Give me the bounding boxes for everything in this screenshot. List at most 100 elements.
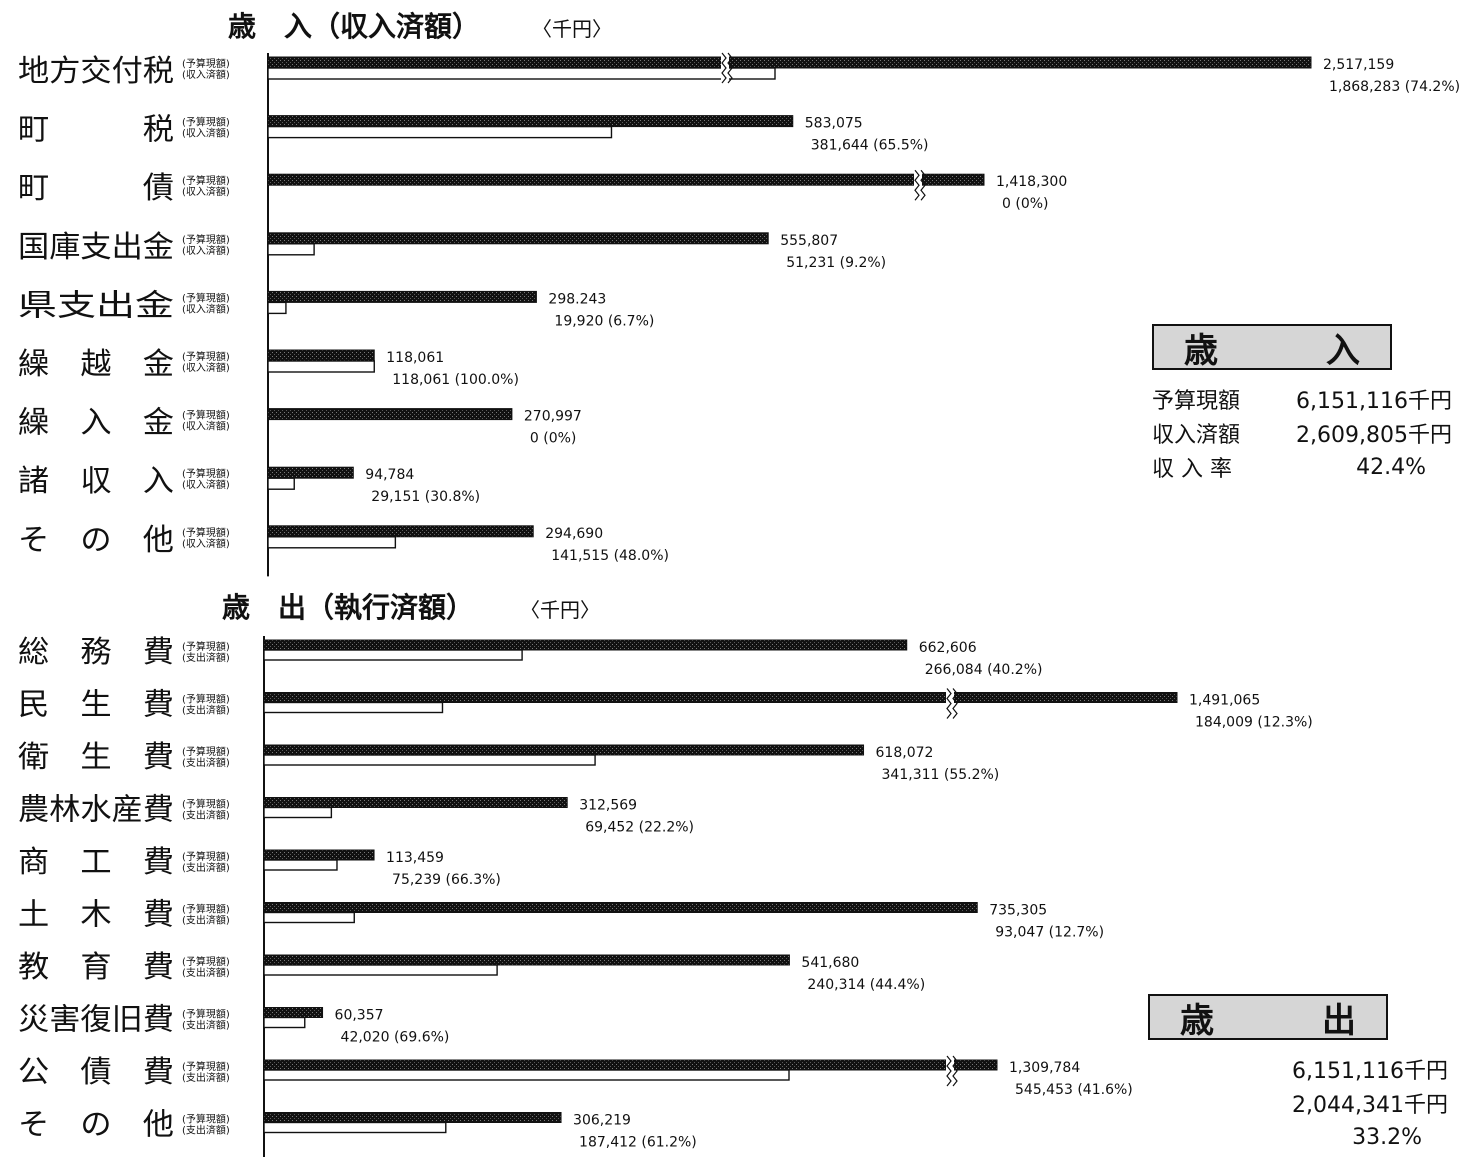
expenditure-category-label: 公 債 費	[18, 1055, 174, 1090]
expenditure-series-label-actual: (支出済額)	[182, 704, 230, 717]
revenue-category-label: 町 債	[18, 171, 174, 206]
expenditure-stat-row: 33.2%	[1148, 1120, 1448, 1154]
revenue-series-label-budget: (予算現額)	[182, 57, 230, 70]
expenditure-actual-value-label: 187,412 (61.2%)	[579, 1135, 697, 1151]
expenditure-actual-value-label: 266,084 (40.2%)	[925, 662, 1043, 678]
revenue-actual-bar	[267, 477, 295, 490]
revenue-summary-stats: 予算現額 6,151,116千円 収入済額 2,609,805千円 収 入 率 …	[1152, 382, 1452, 484]
expenditure-budget-bar	[263, 1059, 998, 1071]
revenue-series-label-budget: (予算現額)	[182, 291, 230, 304]
expenditure-actual-bar	[263, 701, 444, 714]
expenditure-actual-value-label: 184,009 (12.3%)	[1195, 715, 1313, 731]
revenue-category-label: 地方交付税	[18, 54, 174, 89]
expenditure-series-label-budget: (予算現額)	[182, 955, 230, 968]
expenditure-budget-value-label: 1,491,065	[1189, 693, 1260, 709]
expenditure-stat-value: 6,151,116千円	[1292, 1059, 1448, 1084]
expenditure-budget-bar	[263, 849, 375, 861]
revenue-summary-heading-right: 入	[1326, 330, 1360, 371]
revenue-actual-value-label: 0 (0%)	[530, 431, 577, 447]
revenue-budget-value-label: 294,690	[545, 526, 603, 542]
expenditure-series-label-actual: (支出済額)	[182, 914, 230, 927]
revenue-axis-break-mark	[721, 52, 727, 84]
expenditure-axis-break-mark	[946, 688, 952, 719]
revenue-axis-break-mark	[920, 169, 926, 201]
revenue-axis-break-mark	[914, 169, 920, 201]
revenue-series-label-actual: (収入済額)	[182, 478, 230, 491]
expenditure-series-label-budget: (予算現額)	[182, 745, 230, 758]
revenue-actual-value-label: 141,515 (48.0%)	[551, 548, 669, 564]
revenue-series-label-actual: (収入済額)	[182, 127, 230, 140]
revenue-budget-bar	[267, 232, 769, 245]
expenditure-actual-bar	[263, 754, 596, 766]
revenue-budget-value-label: 298.243	[548, 291, 606, 307]
expenditure-series-label-actual: (支出済額)	[182, 1124, 230, 1137]
revenue-series-label-actual: (収入済額)	[182, 302, 230, 315]
expenditure-summary-heading-right: 出	[1322, 1000, 1356, 1041]
expenditure-series-label-actual: (支出済額)	[182, 1071, 230, 1084]
revenue-series-label-budget: (予算現額)	[182, 526, 230, 539]
revenue-series-label-budget: (予算現額)	[182, 467, 230, 480]
expenditure-series-label-budget: (予算現額)	[182, 850, 230, 863]
expenditure-stat-value: 2,044,341千円	[1292, 1093, 1448, 1118]
revenue-stat-label: 収 入 率	[1152, 457, 1232, 482]
expenditure-budget-bar	[263, 902, 978, 913]
revenue-budget-bar	[267, 408, 513, 421]
revenue-budget-value-label: 555,807	[780, 233, 838, 249]
revenue-stat-value: 2,609,805千円	[1296, 423, 1452, 448]
expenditure-budget-value-label: 60,357	[335, 1008, 384, 1024]
expenditure-category-label: そ の 他	[18, 1108, 174, 1143]
revenue-actual-value-label: 0 (0%)	[1002, 196, 1049, 212]
expenditure-actual-value-label: 341,311 (55.2%)	[882, 767, 1000, 783]
expenditure-axis-break-mark	[952, 688, 958, 719]
expenditure-actual-value-label: 240,314 (44.4%)	[807, 977, 925, 993]
expenditure-stat-row: 6,151,116千円	[1148, 1052, 1448, 1086]
revenue-category-label: そ の 他	[18, 523, 174, 558]
revenue-series-label-budget: (予算現額)	[182, 174, 230, 187]
expenditure-budget-value-label: 735,305	[989, 903, 1047, 919]
expenditure-series-label-actual: (支出済額)	[182, 651, 230, 664]
revenue-category-label: 繰 越 金	[18, 347, 174, 382]
revenue-series-label-actual: (収入済額)	[182, 185, 230, 198]
revenue-budget-bar	[267, 525, 534, 538]
revenue-stat-label: 収入済額	[1152, 423, 1241, 448]
expenditure-series-label-budget: (予算現額)	[182, 1113, 230, 1126]
revenue-actual-bar	[267, 360, 375, 373]
revenue-actual-bar	[267, 67, 776, 80]
expenditure-category-label: 災害復旧費	[18, 1003, 174, 1038]
revenue-budget-bar	[267, 290, 537, 303]
expenditure-chart-unit: 〈千円〉	[520, 598, 600, 622]
revenue-actual-value-label: 19,920 (6.7%)	[554, 313, 654, 329]
expenditure-actual-bar	[263, 964, 498, 976]
expenditure-budget-value-label: 1,309,784	[1009, 1060, 1080, 1076]
expenditure-actual-value-label: 69,452 (22.2%)	[585, 820, 694, 836]
revenue-stat-value: 42.4%	[1356, 454, 1426, 480]
expenditure-actual-value-label: 75,239 (66.3%)	[392, 872, 501, 888]
expenditure-actual-value-label: 93,047 (12.7%)	[995, 925, 1104, 941]
revenue-budget-value-label: 583,075	[805, 116, 863, 132]
revenue-actual-bar	[267, 536, 397, 549]
expenditure-actual-bar	[263, 1121, 447, 1134]
revenue-series-label-budget: (予算現額)	[182, 233, 230, 246]
revenue-actual-value-label: 1,868,283 (74.2%)	[1329, 79, 1460, 95]
revenue-stat-label: 予算現額	[1152, 389, 1241, 414]
expenditure-series-label-budget: (予算現額)	[182, 1060, 230, 1073]
expenditure-budget-value-label: 113,459	[386, 850, 444, 866]
expenditure-series-label-actual: (支出済額)	[182, 1019, 230, 1032]
revenue-category-label: 町 税	[18, 113, 174, 148]
expenditure-summary-box: 歳 出	[1148, 994, 1388, 1041]
expenditure-budget-value-label: 618,072	[876, 745, 934, 761]
revenue-actual-bar	[267, 125, 613, 139]
expenditure-category-label: 衛 生 費	[18, 740, 174, 775]
revenue-category-label: 県支出金	[18, 288, 174, 323]
expenditure-series-label-budget: (予算現額)	[182, 903, 230, 916]
expenditure-stat-row: 2,044,341千円	[1148, 1086, 1448, 1120]
revenue-actual-value-label: 381,644 (65.5%)	[811, 138, 929, 154]
expenditure-budget-bar	[263, 1112, 562, 1123]
revenue-budget-value-label: 2,517,159	[1323, 57, 1394, 73]
expenditure-axis-break-gap	[946, 688, 954, 719]
revenue-stat-row: 収 入 率 42.4%	[1152, 450, 1452, 484]
revenue-series-label-budget: (予算現額)	[182, 116, 230, 129]
revenue-summary-box: 歳 入	[1152, 324, 1392, 371]
expenditure-stat-value: 33.2%	[1352, 1124, 1422, 1150]
expenditure-category-label: 総 務 費	[18, 635, 174, 670]
